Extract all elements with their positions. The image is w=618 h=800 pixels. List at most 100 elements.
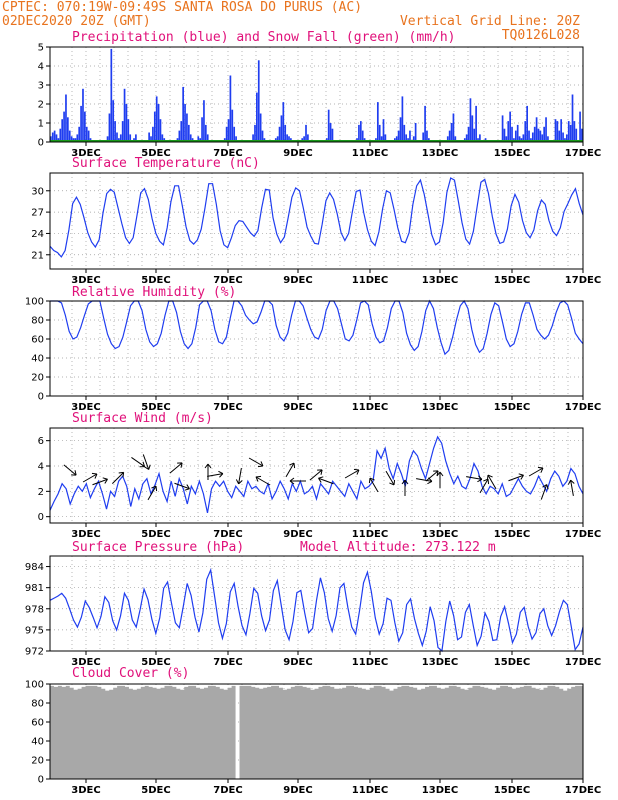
x-tick-label: 9DEC [283, 402, 312, 413]
y-tick-label: 984 [25, 562, 44, 573]
y-tick-label: 6 [38, 436, 44, 447]
precipitation-bar [511, 126, 513, 142]
panel-frame [49, 555, 584, 652]
precipitation-bar [565, 134, 568, 142]
x-tick-label: 15DEC [494, 402, 530, 413]
precipitation-bar [573, 121, 576, 142]
precipitation-bar [197, 136, 200, 142]
precipitation-bar [405, 134, 408, 142]
humidity-panel: 0 20 40 60 80 100 3DEC 5DEC 7DEC 9DEC 11DEC 13DEC 15… [25, 297, 601, 414]
precipitation-bar [82, 88, 84, 142]
header-station-line: CPTEC: 070:19W-09:49S SANTA ROSA DO PURU… [2, 0, 362, 15]
x-tick-label: 7DEC [213, 148, 242, 159]
panel-frame [49, 300, 584, 397]
precipitation-bar [329, 123, 332, 142]
precipitation-bar [412, 136, 415, 142]
x-tick-label: 9DEC [283, 148, 312, 159]
precipitation-bar [180, 121, 183, 142]
precipitation-bar [112, 100, 115, 142]
y-tick-label: 0 [38, 138, 44, 149]
precipitation-bar [119, 134, 122, 142]
precipitation-bar [204, 124, 207, 142]
precipitation-bar [206, 134, 209, 142]
wind-arrow-icon [318, 476, 334, 485]
precipitation-bar [516, 124, 519, 142]
wind-arrow-icon [508, 473, 524, 482]
precipitation-bar [554, 119, 557, 142]
precipitation-bar [571, 94, 574, 142]
precipitation-bar [233, 126, 236, 142]
precipitation-bar [148, 132, 150, 142]
precipitation-bar [125, 104, 128, 142]
precipitation-bar [261, 130, 264, 142]
x-tick-label: 3DEC [71, 785, 100, 796]
x-tick-label: 3DEC [71, 529, 100, 540]
precipitation-bar [70, 136, 73, 142]
y-tick-label: 27 [31, 208, 44, 219]
precipitation-bar [567, 121, 570, 142]
y-tick-label: 20 [31, 373, 44, 384]
x-tick-label: 11DEC [352, 529, 388, 540]
precipitation-bar [305, 124, 307, 142]
x-tick-label: 13DEC [422, 148, 458, 159]
precipitation-bar [278, 126, 281, 142]
x-tick-label: 7DEC [213, 657, 242, 668]
precipitation-bar [467, 126, 470, 142]
y-tick-label: 2 [38, 100, 44, 111]
precipitation-bar [448, 130, 451, 142]
precipitation-bar [110, 48, 113, 142]
precipitation-bar [403, 124, 406, 142]
y-tick-label: 60 [31, 718, 44, 729]
pressure-line [49, 567, 584, 653]
precipitation-bar [547, 136, 549, 142]
x-tick-label: 11DEC [352, 657, 388, 668]
precipitation-bar [560, 119, 563, 142]
precipitation-bar [227, 119, 230, 142]
y-tick-label: 978 [25, 604, 44, 615]
y-tick-label: 4 [38, 462, 44, 473]
x-tick-label: 5DEC [141, 275, 170, 286]
precipitation-bar [85, 126, 88, 142]
precipitation-bar [108, 113, 111, 142]
y-tick-label: 975 [25, 625, 44, 636]
y-tick-label: 100 [25, 680, 44, 691]
wind-arrow-icon [147, 485, 158, 501]
precipitation-bar [186, 113, 188, 142]
wind-arrow-icon [401, 479, 409, 496]
x-tick-label: 15DEC [494, 529, 530, 540]
precipitation-bar [358, 124, 360, 142]
precipitation-bar [537, 128, 540, 142]
precipitation-bar [201, 117, 203, 142]
precipitation-bar [469, 98, 472, 142]
precipitation-bar [61, 119, 64, 142]
precipitation-bar [135, 134, 137, 142]
x-tick-label: 15DEC [494, 785, 530, 796]
y-tick-label: 100 [25, 297, 44, 308]
y-tick-label: 80 [31, 316, 44, 327]
precipitation-bar [541, 134, 544, 142]
precipitation-bar [256, 92, 258, 142]
precipitation-bar [182, 86, 184, 142]
wind-arrow-icon [169, 462, 183, 474]
panel-frame [49, 427, 584, 524]
wind-speed-line [49, 435, 584, 513]
precipitation-bar [514, 130, 517, 142]
precipitation-bar [397, 130, 400, 142]
x-tick-label: 7DEC [213, 275, 242, 286]
x-tick-label: 17DEC [565, 657, 601, 668]
pressure-panel-title: Surface Pressure (hPa) [72, 540, 244, 555]
y-tick-label: 24 [31, 229, 44, 240]
wind-arrow-icon [416, 477, 433, 485]
x-tick-label: 15DEC [494, 275, 530, 286]
x-tick-label: 13DEC [422, 402, 458, 413]
precipitation-bar [282, 102, 285, 142]
precipitation-bar [409, 130, 411, 142]
x-tick-label: 15DEC [494, 657, 530, 668]
precipitation-bar [80, 105, 82, 142]
header-date-line: 02DEC2020 20Z (GMT) [2, 14, 151, 29]
precipitation-bar [114, 121, 116, 142]
y-tick-label: 4 [38, 62, 44, 73]
y-tick-label: 40 [31, 354, 44, 365]
y-tick-label: 0 [38, 775, 44, 786]
wind-arrow-icon [174, 482, 190, 491]
